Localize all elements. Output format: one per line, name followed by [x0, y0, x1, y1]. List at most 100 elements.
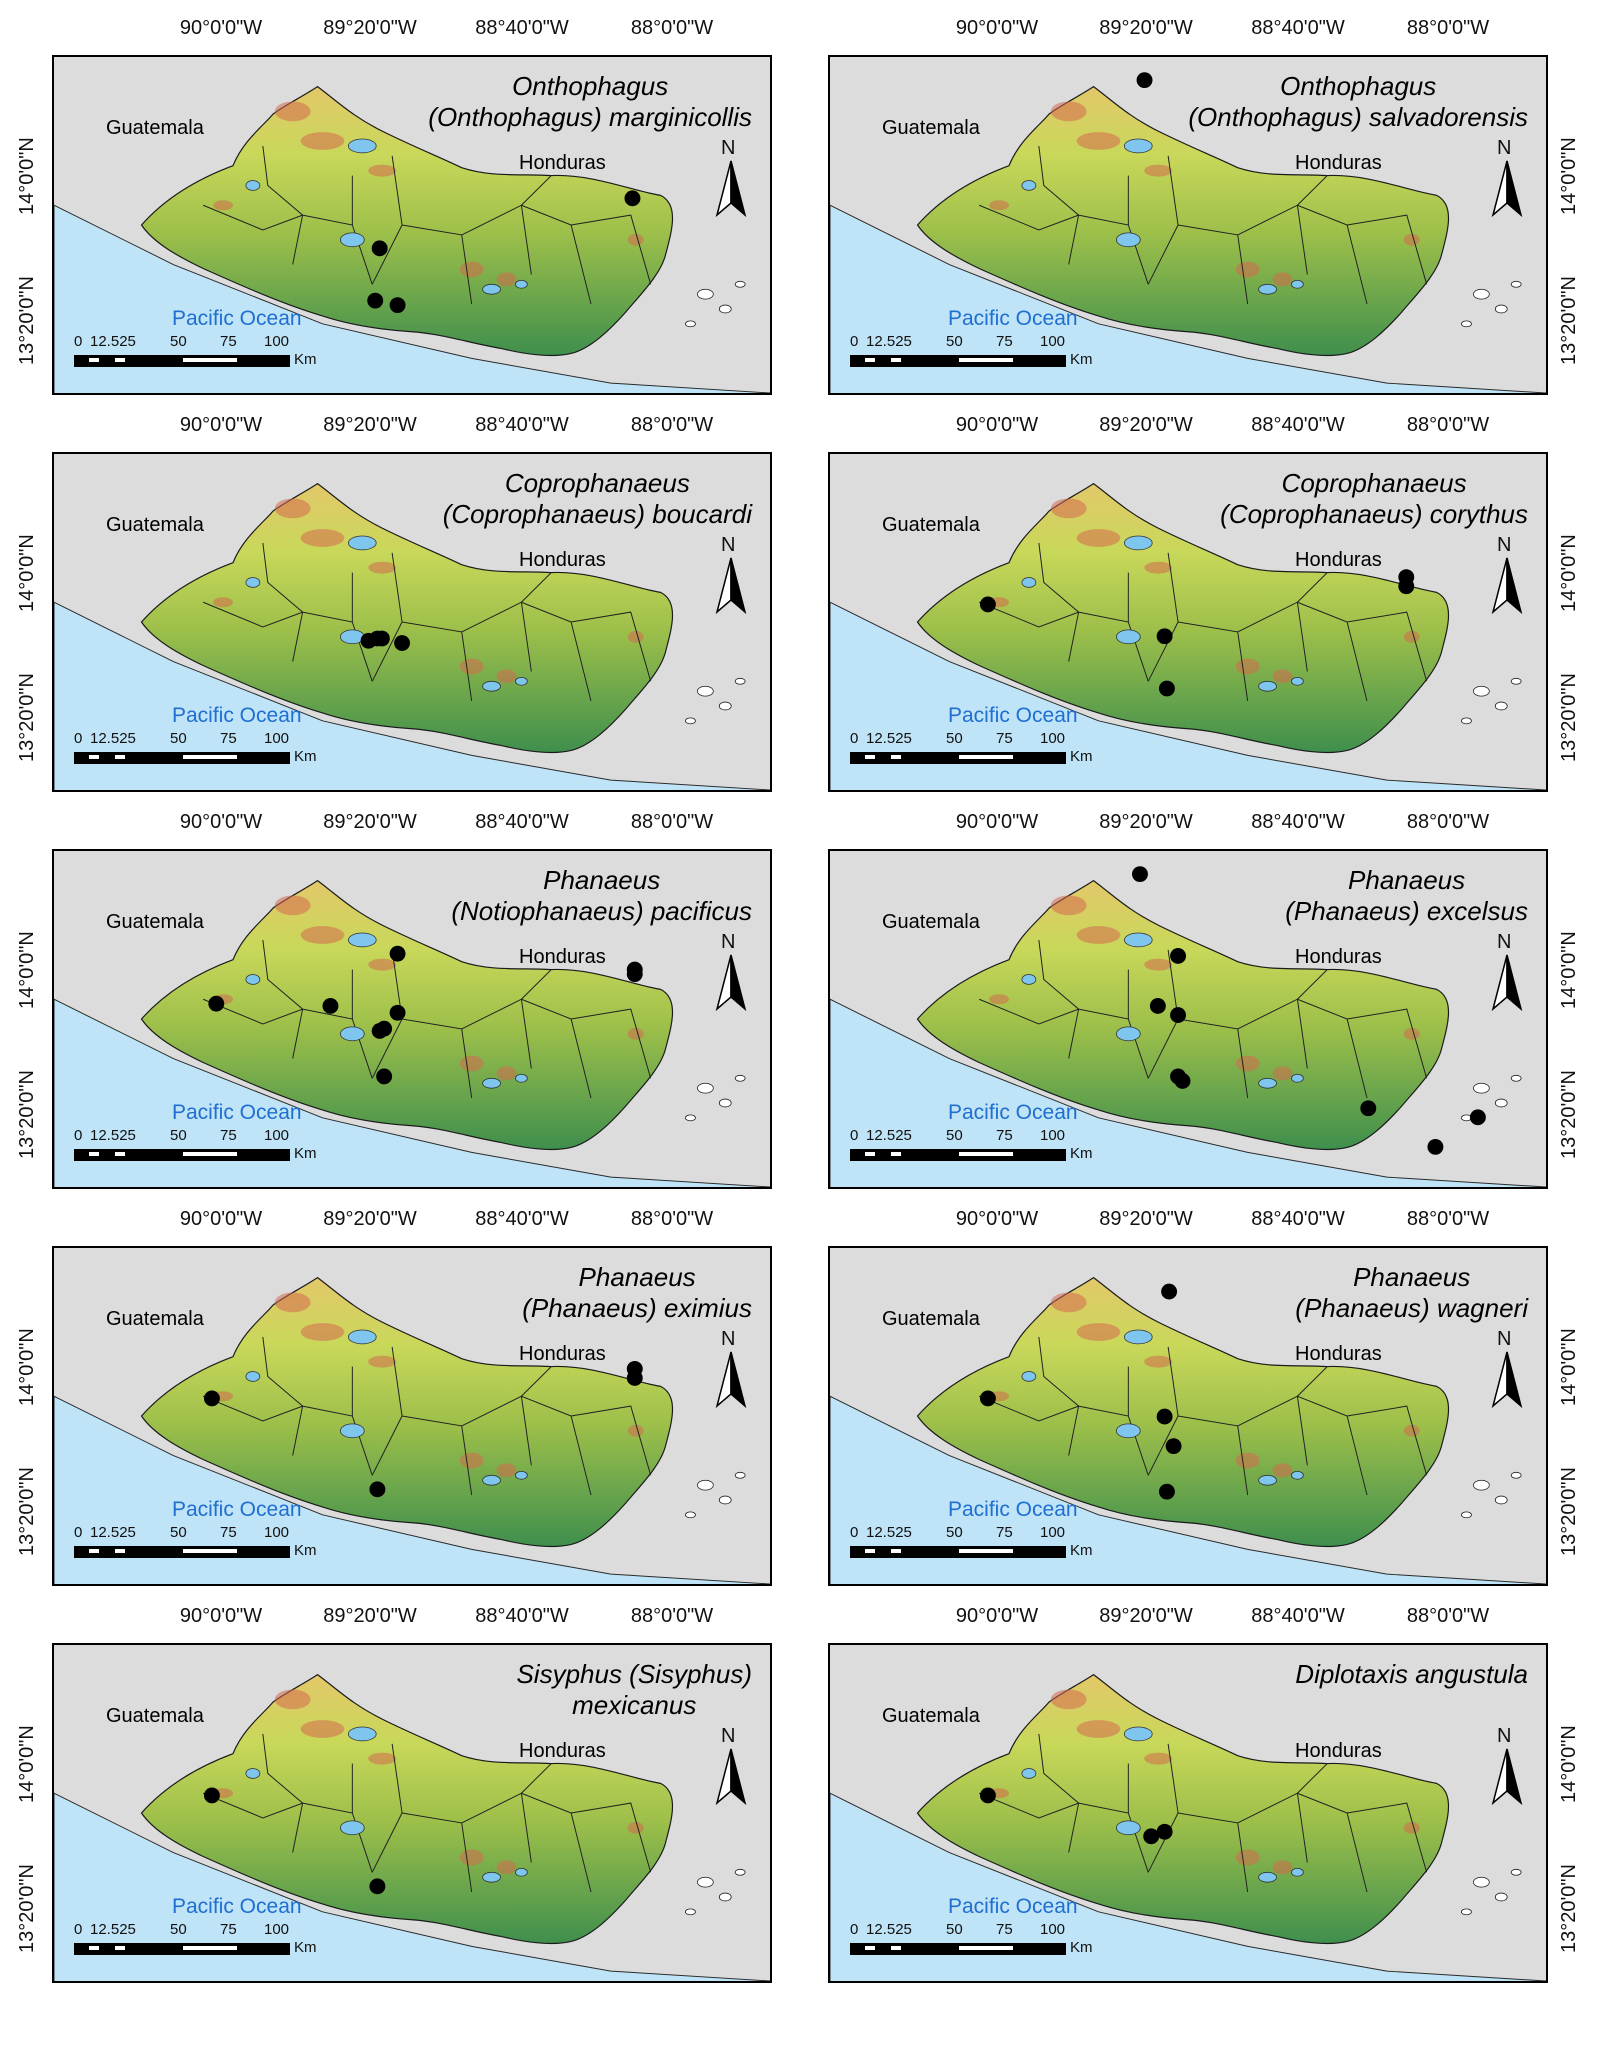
north-arrow-icon — [1491, 1351, 1523, 1409]
scale-tick-label: 100 — [264, 1127, 290, 1144]
occurrence-point — [394, 635, 411, 651]
scale-tick-label: 12.525 — [866, 1921, 912, 1938]
highland-relief — [989, 994, 1009, 1005]
longitude-label: 89°20'0"W — [1099, 811, 1193, 833]
scale-bar-graphic — [850, 355, 1066, 367]
island — [1494, 1495, 1508, 1505]
lake — [482, 1077, 501, 1089]
lake — [347, 535, 377, 551]
longitude-label: 89°20'0"W — [1099, 1605, 1193, 1627]
latitude-label: 13°20'0"N — [16, 276, 38, 365]
north-label: N — [721, 534, 736, 556]
highland-relief — [1144, 958, 1173, 971]
el-salvador-land — [140, 85, 674, 357]
scale-segment — [891, 358, 901, 362]
el-salvador-land — [916, 482, 1450, 754]
lake — [1021, 180, 1037, 191]
scale-tick-label: 12.525 — [866, 333, 912, 350]
scale-tick-label: 0 — [74, 1921, 83, 1938]
highland-relief — [1272, 1066, 1293, 1081]
scale-unit: Km — [1070, 1939, 1093, 1956]
highland-relief — [1235, 1849, 1260, 1866]
island — [685, 1908, 696, 1916]
ocean-area — [54, 1792, 770, 1981]
map-canvas — [54, 879, 770, 1187]
lake — [1291, 676, 1304, 686]
lake — [482, 680, 501, 692]
highland-relief — [1403, 1821, 1420, 1834]
longitude-label: 88°0'0"W — [630, 811, 714, 833]
scale-ticks: 0 12.525 50 75 100 — [850, 333, 1080, 351]
island — [734, 280, 746, 288]
lake — [515, 676, 528, 686]
longitude-label: 88°40'0"W — [475, 811, 569, 833]
lake — [1123, 535, 1153, 551]
scale-tick-label: 50 — [170, 730, 187, 747]
longitude-label: 88°40'0"W — [1251, 414, 1345, 436]
lake — [1123, 932, 1153, 948]
longitude-labels: 90°0'0"W 89°20'0"W 88°40'0"W 88°0'0"W — [52, 414, 772, 438]
island — [1461, 717, 1472, 725]
north-arrow: N — [709, 1725, 753, 1806]
department-boundary — [521, 572, 552, 603]
island — [1494, 1892, 1508, 1902]
scale-segment — [183, 755, 237, 759]
scale-bar: 0 12.525 50 75 100 Km — [850, 333, 1093, 375]
latitude-labels: 14°0'0"N 13°20'0"N — [1558, 55, 1582, 395]
department-boundary — [1347, 611, 1428, 682]
highland-relief — [627, 630, 644, 643]
scale-segment — [115, 358, 125, 362]
latitude-label: 14°0'0"N — [1558, 534, 1580, 612]
highland-relief — [459, 1055, 484, 1072]
highland-relief — [1235, 1055, 1260, 1072]
longitude-label: 88°40'0"W — [475, 414, 569, 436]
longitude-labels: 90°0'0"W 89°20'0"W 88°40'0"W 88°0'0"W — [52, 1208, 772, 1232]
occurrence-point — [1158, 1483, 1175, 1500]
scale-segment — [865, 1946, 875, 1950]
lake — [340, 1026, 365, 1042]
longitude-labels: 90°0'0"W 89°20'0"W 88°40'0"W 88°0'0"W — [828, 811, 1548, 835]
north-arrow: N — [1485, 931, 1529, 1012]
highland-relief — [627, 233, 644, 246]
department-boundary — [202, 204, 303, 231]
scale-bar: 0 12.525 50 75 100 Km — [74, 1921, 317, 1963]
label-guatemala: Guatemala — [106, 117, 204, 139]
scale-bar: 0 12.525 50 75 100 Km — [850, 1127, 1093, 1169]
longitude-labels: 90°0'0"W 89°20'0"W 88°40'0"W 88°0'0"W — [52, 17, 772, 41]
species-title-line: (Coprophanaeus) corythus — [1220, 499, 1528, 529]
north-arrow-icon — [1491, 160, 1523, 218]
lake — [1116, 629, 1141, 645]
scale-tick-label: 100 — [264, 1524, 290, 1541]
longitude-label: 90°0'0"W — [179, 1208, 263, 1230]
longitude-labels: 90°0'0"W 89°20'0"W 88°40'0"W 88°0'0"W — [52, 1605, 772, 1629]
highland-relief — [459, 1849, 484, 1866]
scale-tick-label: 0 — [850, 333, 859, 350]
ocean-area — [54, 601, 770, 790]
highland-relief — [1272, 669, 1293, 684]
north-arrow: N — [709, 137, 753, 218]
north-arrow-icon — [715, 1351, 747, 1409]
label-honduras: Honduras — [519, 946, 606, 968]
longitude-label: 88°40'0"W — [475, 1208, 569, 1230]
lake — [340, 1423, 365, 1439]
department-boundary — [262, 145, 304, 265]
lake — [1291, 1470, 1304, 1480]
scale-bar: 0 12.525 50 75 100 Km — [850, 730, 1093, 772]
longitude-label: 88°40'0"W — [1251, 1208, 1345, 1230]
label-pacific-ocean: Pacific Ocean — [172, 1101, 302, 1124]
scale-tick-label: 75 — [996, 1921, 1013, 1938]
lake — [515, 1470, 528, 1480]
occurrence-point — [1360, 1100, 1377, 1117]
latitude-labels: 14°0'0"N 13°20'0"N — [1558, 452, 1582, 792]
highland-relief — [1144, 561, 1173, 574]
scale-unit: Km — [1070, 1145, 1093, 1162]
department-boundary — [1038, 939, 1080, 1059]
occurrence-point — [1170, 1007, 1187, 1023]
department-boundary — [1177, 621, 1249, 702]
map-panel: Phanaeus (Phanaeus) eximius Guatemala Hondu… — [52, 1246, 772, 1586]
department-boundary — [571, 611, 652, 682]
scale-tick-label: 0 — [850, 1127, 859, 1144]
map-panel: Onthophagus (Onthophagus) marginicollis Gu… — [52, 55, 772, 395]
scale-tick-label: 0 — [74, 1524, 83, 1541]
map-canvas — [54, 482, 770, 790]
